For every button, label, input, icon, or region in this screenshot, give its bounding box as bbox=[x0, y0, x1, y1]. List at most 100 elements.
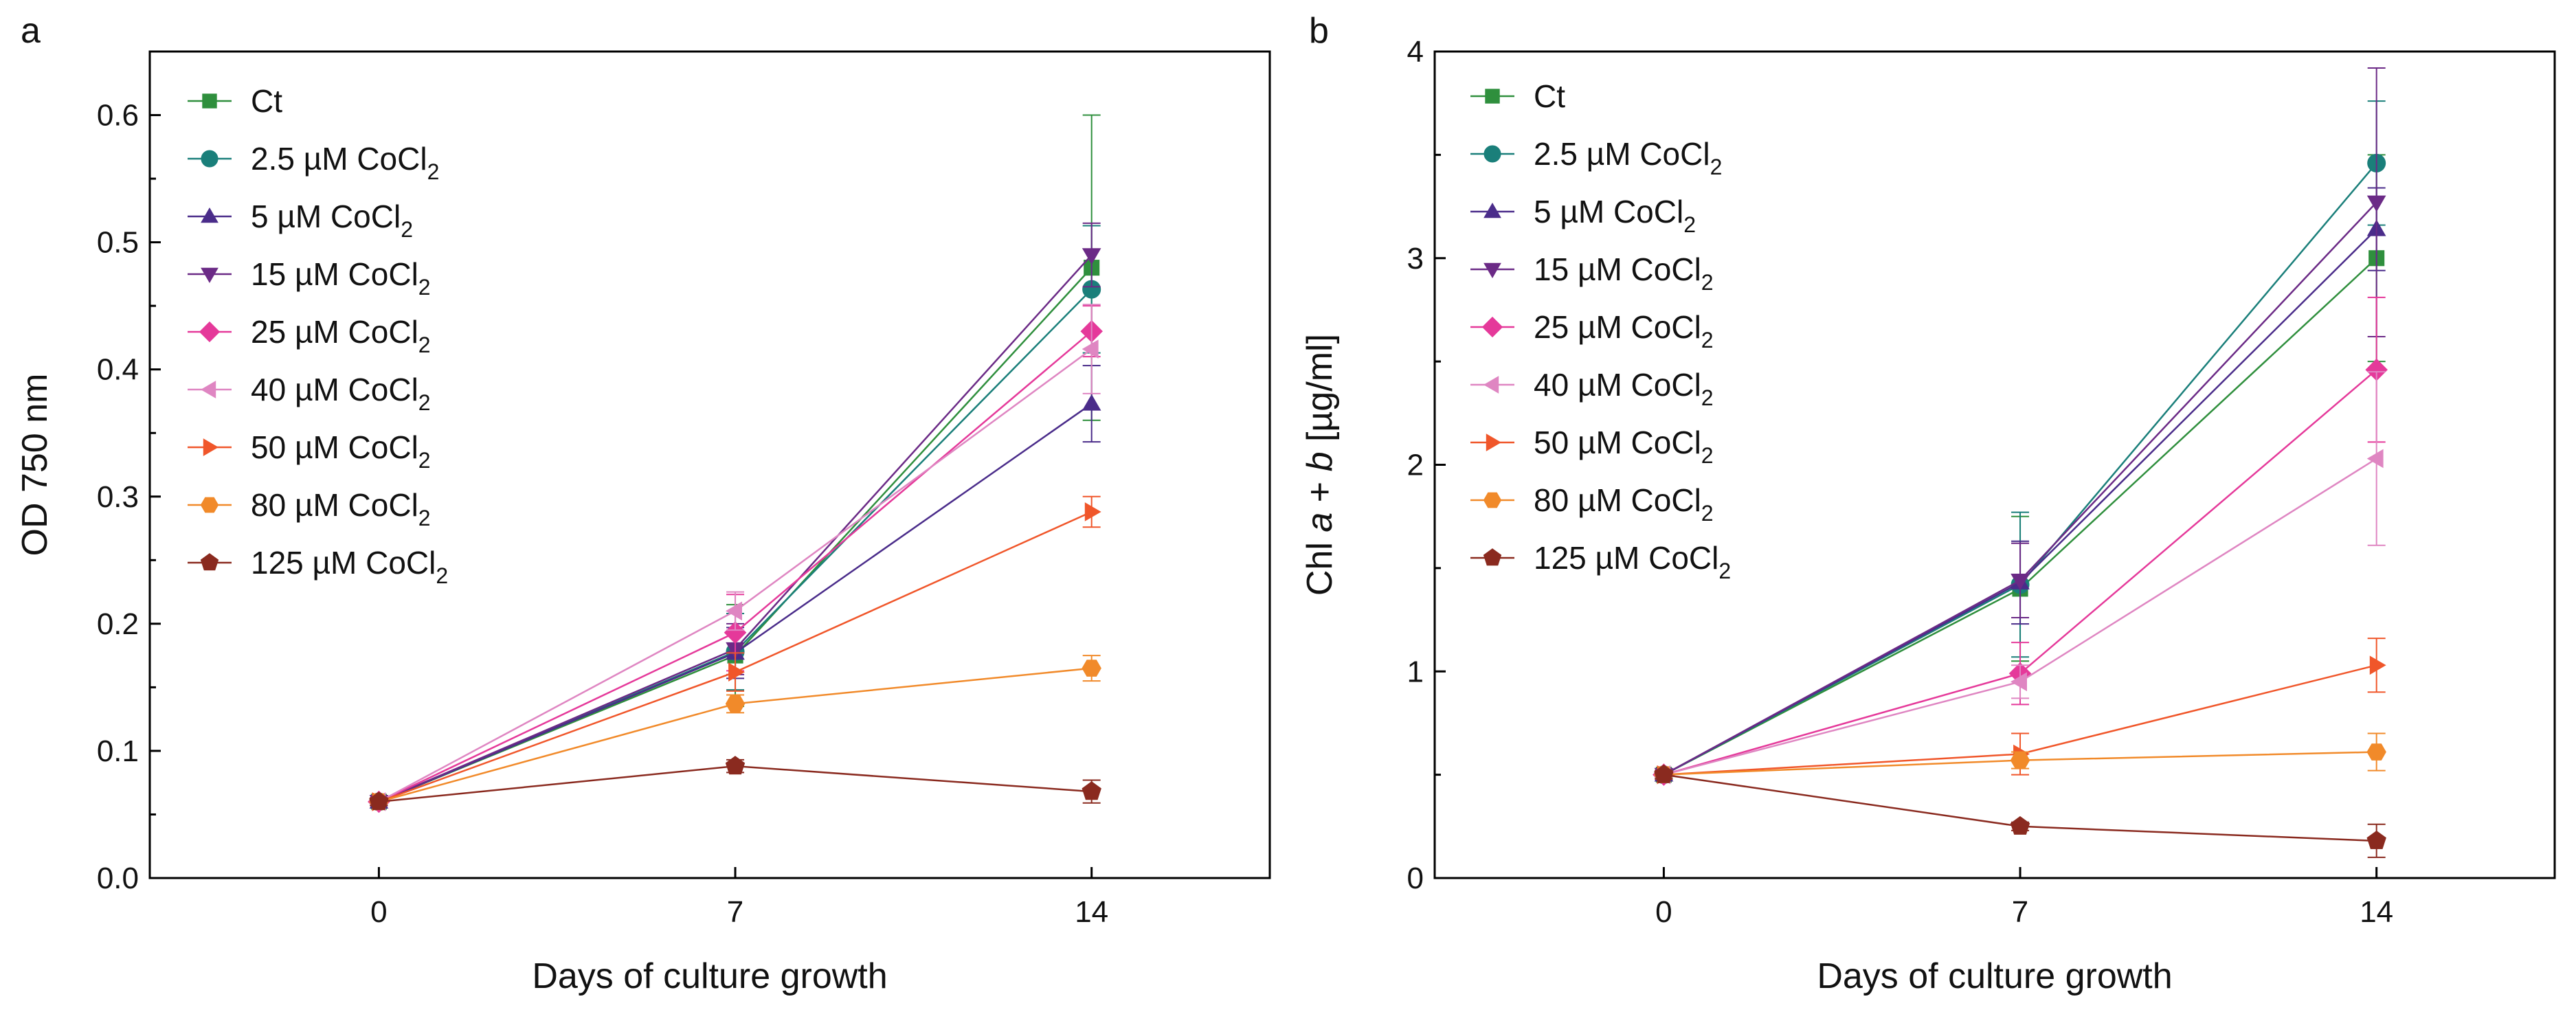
legend-marker bbox=[1483, 548, 1502, 566]
legend-label: 2.5 µM CoCl2 bbox=[1534, 136, 1722, 179]
legend-label: 25 µM CoCl2 bbox=[1534, 309, 1714, 352]
legend-label-subscript: 2 bbox=[1701, 501, 1714, 526]
legend-label-subscript: 2 bbox=[427, 159, 440, 184]
data-point bbox=[1084, 502, 1101, 521]
legend-marker bbox=[201, 207, 219, 223]
legend-label-text: Ct bbox=[1534, 78, 1565, 114]
y-tick-label: 0.2 bbox=[97, 607, 139, 641]
series-line bbox=[378, 330, 1093, 803]
data-point bbox=[2010, 672, 2027, 692]
x-tick-label: 0 bbox=[1655, 895, 1672, 929]
legend-label-text: 50 µM CoCl bbox=[1534, 425, 1701, 460]
y-axis-label-part: + bbox=[1300, 471, 1340, 512]
legend-marker bbox=[1483, 376, 1499, 394]
series bbox=[1654, 764, 2386, 858]
series-line bbox=[378, 254, 1093, 803]
data-point bbox=[2366, 743, 2386, 761]
series bbox=[369, 756, 1101, 810]
y-tick-label: 0.5 bbox=[97, 226, 139, 260]
y-tick-label: 0.0 bbox=[97, 862, 139, 895]
data-point bbox=[1082, 660, 1101, 677]
legend-label: 25 µM CoCl2 bbox=[251, 314, 431, 357]
legend-marker bbox=[1483, 262, 1501, 278]
series bbox=[369, 365, 1101, 809]
legend-label-subscript: 2 bbox=[1701, 443, 1714, 468]
legend-label: 125 µM CoCl2 bbox=[1534, 540, 1731, 583]
legend-label-text: 50 µM CoCl bbox=[251, 429, 418, 465]
legend-label: 15 µM CoCl2 bbox=[251, 256, 431, 300]
legend-label-subscript: 2 bbox=[436, 563, 448, 588]
legend-label-text: Ct bbox=[251, 83, 282, 119]
legend-label: 40 µM CoCl2 bbox=[1534, 367, 1714, 410]
y-tick-label: 1 bbox=[1407, 655, 1424, 688]
legend-marker bbox=[1483, 203, 1501, 218]
legend-label: 50 µM CoCl2 bbox=[1534, 425, 1714, 468]
data-point bbox=[2010, 816, 2030, 835]
legend-marker bbox=[1486, 434, 1501, 451]
legend-label: 50 µM CoCl2 bbox=[251, 429, 431, 473]
legend-label-text: 5 µM CoCl bbox=[1534, 194, 1683, 229]
legend-label-subscript: 2 bbox=[418, 506, 431, 530]
legend-marker bbox=[1481, 316, 1503, 338]
plot-frame bbox=[148, 50, 1271, 879]
legend-label-subscript: 2 bbox=[1701, 270, 1714, 295]
legend-label: 80 µM CoCl2 bbox=[1534, 482, 1714, 526]
data-point bbox=[2010, 752, 2030, 769]
y-tick-label: 3 bbox=[1407, 242, 1424, 276]
y-axis-label: OD 750 nm bbox=[15, 374, 55, 557]
y-axis-label-part: [µg/ml] bbox=[1300, 334, 1340, 452]
legend-label: 15 µM CoCl2 bbox=[1534, 251, 1714, 295]
panel-b: b 0 1 2 3 4 0 7 14 Days of culture growth Chl a + … bbox=[1300, 11, 2556, 996]
legend-label: 80 µM CoCl2 bbox=[251, 487, 431, 530]
legend-label-subscript: 2 bbox=[418, 275, 431, 300]
y-tick-label: 0 bbox=[1407, 862, 1424, 895]
legend-label-text: 15 µM CoCl bbox=[1534, 251, 1701, 287]
panel-label: a bbox=[21, 11, 41, 51]
legend-marker bbox=[202, 93, 217, 109]
legend-label-text: 40 µM CoCl bbox=[251, 372, 418, 407]
y-tick-label: 2 bbox=[1407, 449, 1424, 482]
legend-label-text: 80 µM CoCl bbox=[1534, 482, 1701, 518]
legend-label-text: 125 µM CoCl bbox=[251, 545, 436, 581]
legend-label-text: 125 µM CoCl bbox=[1534, 540, 1718, 576]
data-point bbox=[1082, 248, 1101, 265]
data-point bbox=[728, 662, 745, 682]
series bbox=[369, 222, 1101, 812]
legend-label-text: 5 µM CoCl bbox=[251, 199, 401, 234]
legend-label: 2.5 µM CoCl2 bbox=[251, 141, 439, 184]
legend-marker bbox=[201, 150, 219, 168]
legend-label-text: 25 µM CoCl bbox=[251, 314, 418, 350]
legend-label: Ct bbox=[1534, 78, 1565, 114]
y-tick-label: 0.4 bbox=[97, 353, 139, 387]
data-point bbox=[2366, 195, 2386, 212]
plot-frame bbox=[1433, 50, 2556, 879]
x-tick-label: 0 bbox=[370, 895, 387, 929]
panel-label: b bbox=[1309, 11, 1329, 51]
series-line bbox=[378, 348, 1093, 803]
y-tick-label: 0.3 bbox=[97, 480, 139, 514]
x-tick-label: 7 bbox=[727, 895, 743, 929]
legend-marker bbox=[199, 321, 221, 343]
data-point bbox=[725, 601, 742, 621]
x-axis-label: Days of culture growth bbox=[1817, 956, 2172, 996]
x-tick-label: 14 bbox=[1075, 895, 1108, 929]
data-point bbox=[1082, 781, 1101, 800]
legend-label-subscript: 2 bbox=[1718, 559, 1731, 583]
legend-label-text: 2.5 µM CoCl bbox=[1534, 136, 1710, 172]
legend-label: 125 µM CoCl2 bbox=[251, 545, 448, 588]
x-tick-label: 14 bbox=[2360, 895, 2393, 929]
series bbox=[368, 305, 1104, 813]
legend-marker bbox=[201, 267, 219, 283]
legend-label-text: 80 µM CoCl bbox=[251, 487, 418, 523]
data-point bbox=[2366, 449, 2384, 469]
legend-marker bbox=[201, 381, 216, 398]
data-point bbox=[1082, 394, 1101, 411]
legend-label: 5 µM CoCl2 bbox=[251, 199, 413, 242]
panel-a: a 0.0 0.1 0.2 0.3 0.4 0.5 0.6 0 7 14 Days of cultur… bbox=[15, 11, 1271, 996]
data-point bbox=[2011, 574, 2030, 590]
legend-marker bbox=[200, 553, 219, 571]
